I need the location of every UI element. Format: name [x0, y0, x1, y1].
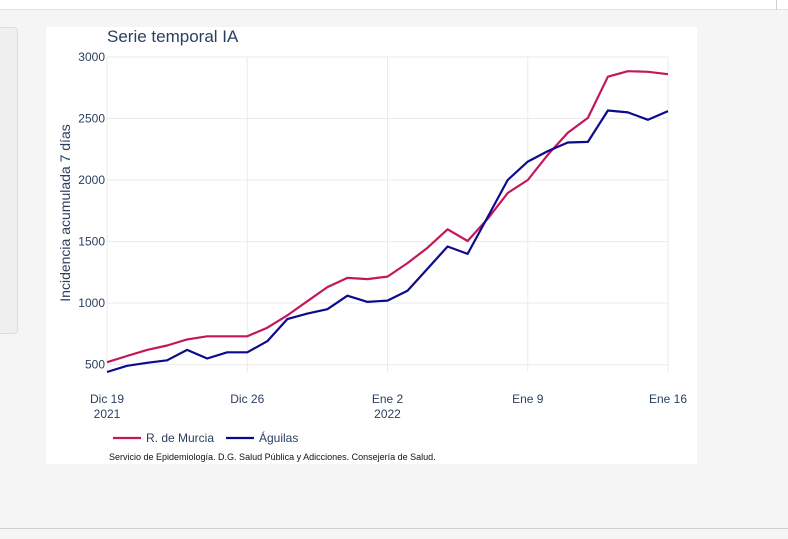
y-tick-label: 1000	[78, 296, 105, 310]
chart-grid	[106, 56, 669, 372]
y-tick-label: 3000	[78, 50, 105, 64]
series-line	[106, 70, 669, 364]
x-tick-sublabel: 2021	[94, 407, 121, 421]
x-tick-label: Ene 9	[512, 392, 544, 406]
x-tick-label: Ene 2	[372, 392, 404, 406]
y-axis-title: Incidencia acumulada 7 días	[57, 124, 73, 301]
chart-title: Serie temporal IA	[107, 27, 239, 46]
x-tick-label: Dic 26	[230, 392, 264, 406]
source-note: Servicio de Epidemiología. D.G. Salud Pú…	[109, 452, 436, 462]
legend-label: Águilas	[259, 430, 298, 445]
series-line	[106, 109, 669, 374]
x-tick-label: Ene 16	[649, 392, 687, 406]
side-panel	[0, 27, 18, 334]
legend: R. de Murcia Águilas	[113, 430, 298, 445]
chart-card	[46, 27, 697, 464]
y-tick-label: 2500	[78, 112, 105, 126]
top-strip	[0, 0, 788, 10]
y-tick-label: 2000	[78, 173, 105, 187]
y-tick-label: 500	[85, 358, 105, 372]
bottom-divider	[0, 528, 788, 529]
legend-label: R. de Murcia	[146, 431, 214, 445]
y-axis-ticks: 500 1000 1500 2000 2500 3000	[78, 50, 105, 372]
x-tick-sublabel: 2022	[374, 407, 401, 421]
right-edge-divider	[776, 0, 777, 10]
x-tick-label: Dic 19	[90, 392, 124, 406]
y-tick-label: 1500	[78, 235, 105, 249]
chart-lines	[106, 70, 669, 374]
